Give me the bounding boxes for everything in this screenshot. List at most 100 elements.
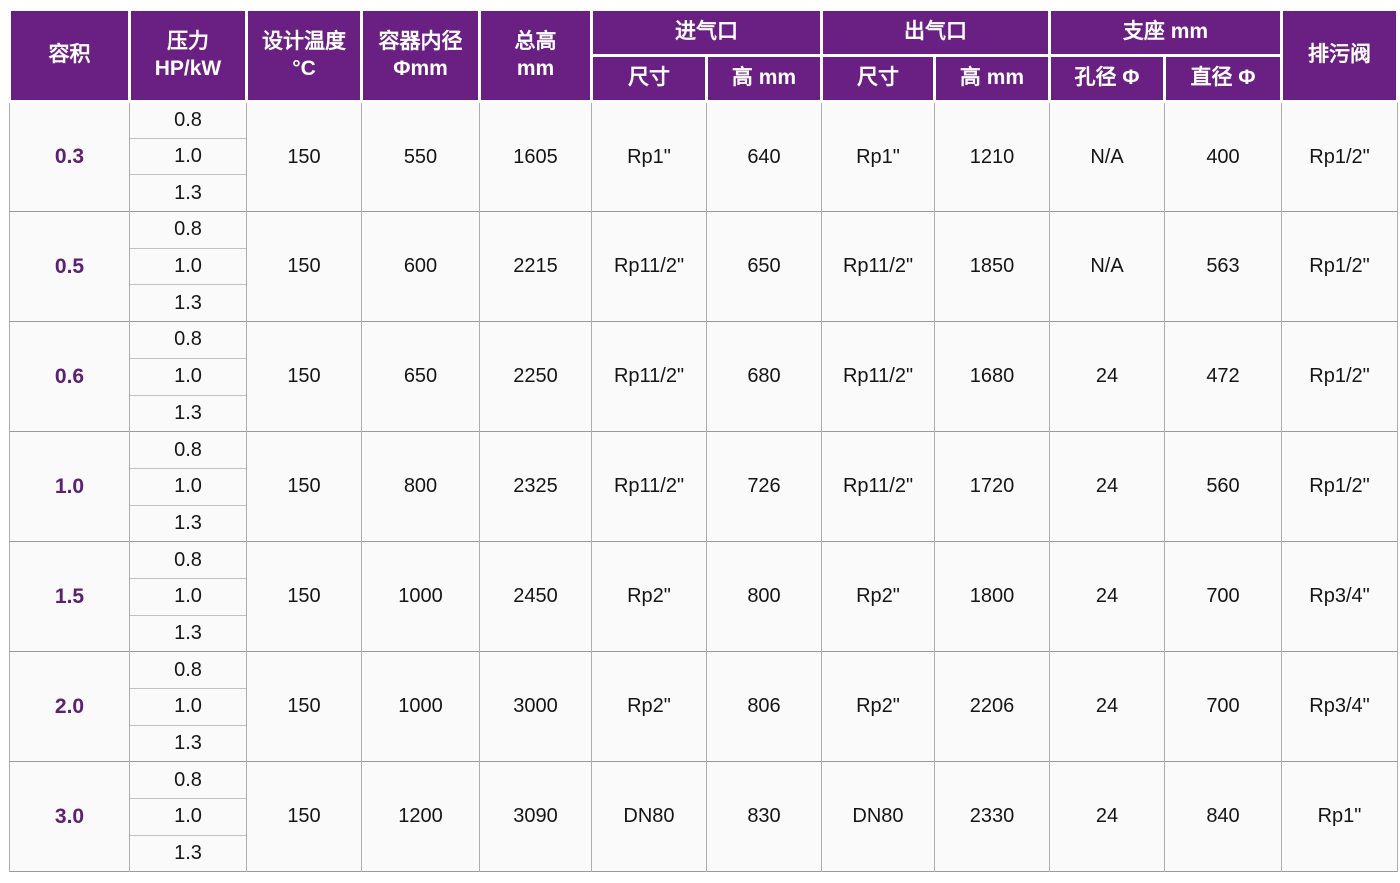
table-subrow: 1.3 [10, 614, 1398, 652]
support-hole-cell: 24 [1049, 651, 1165, 762]
inner-diameter-cell: 1000 [361, 541, 480, 652]
support-diameter-cell: 700 [1164, 541, 1282, 652]
total-height-cell: 2325 [479, 431, 592, 542]
pressure-cell: 0.8 [129, 431, 247, 469]
table-row: 3.0 0.8 150 1200 3090 DN80 830 DN80 2330… [9, 761, 1398, 872]
support-hole-cell: 24 [1049, 431, 1165, 542]
drain-valve-cell: Rp1/2" [1281, 431, 1398, 542]
inlet-size-cell: Rp2" [591, 651, 707, 762]
support-diameter-cell: 472 [1164, 321, 1282, 432]
total-height-cell: 3090 [479, 761, 592, 872]
pressure-cell: 1.3 [129, 504, 247, 542]
header-drain-valve: 排污阀 [1280, 8, 1399, 103]
header-inlet-size: 尺寸 [590, 54, 708, 103]
design-temp-cell: 150 [246, 100, 362, 212]
pressure-cell: 0.8 [129, 651, 247, 689]
drain-valve-cell: Rp1/2" [1281, 211, 1398, 322]
inlet-size-cell: Rp1" [591, 100, 707, 212]
pressure-cell: 1.3 [129, 394, 247, 432]
pressure-cell: 1.0 [129, 247, 247, 285]
header-inner-diameter: 容器内径 Φmm [360, 8, 481, 103]
pressure-cell: 0.8 [129, 321, 247, 359]
pressure-cell: 1.3 [129, 834, 247, 872]
pressure-cell: 0.8 [129, 211, 247, 249]
table-row: 2.0 0.8 150 1000 3000 Rp2" 806 Rp2" 2206… [9, 651, 1398, 762]
outlet-size-cell: DN80 [821, 761, 935, 872]
pressure-cell: 1.3 [129, 174, 247, 212]
inlet-height-cell: 726 [706, 431, 822, 542]
drain-valve-cell: Rp3/4" [1281, 651, 1398, 762]
header-volume: 容积 [8, 8, 131, 103]
pressure-cell: 1.3 [129, 284, 247, 322]
header-support-group: 支座 mm [1048, 8, 1283, 57]
inlet-size-cell: Rp11/2" [591, 431, 707, 542]
table-subrow: 1.0 [10, 467, 1398, 506]
total-height-cell: 2215 [479, 211, 592, 322]
table-subrow: 1.0 [10, 688, 1398, 726]
total-height-cell: 2250 [479, 321, 592, 432]
volume-cell: 1.0 [9, 431, 130, 542]
table-subrow: 1.3 [10, 724, 1398, 762]
header-design-temp: 设计温度 °C [245, 8, 363, 103]
volume-cell: 1.5 [9, 541, 130, 652]
table-row: 0.3 0.8 150 550 1605 Rp1" 640 Rp1" 1210 … [9, 100, 1398, 212]
inlet-height-cell: 650 [706, 211, 822, 322]
pressure-cell: 1.3 [129, 614, 247, 652]
inlet-size-cell: Rp11/2" [591, 211, 707, 322]
total-height-cell: 2450 [479, 541, 592, 652]
support-diameter-cell: 700 [1164, 651, 1282, 762]
table-header: 容积 压力 HP/kW 设计温度 °C 容器内径 Φmm 总高 mm [8, 8, 1399, 103]
table-subrow: 1.0 [10, 137, 1398, 175]
outlet-size-cell: Rp11/2" [821, 321, 935, 432]
pressure-cell: 1.0 [129, 137, 247, 175]
drain-valve-cell: Rp1/2" [1281, 100, 1398, 212]
drain-valve-cell: Rp1" [1281, 761, 1398, 872]
outlet-size-cell: Rp2" [821, 651, 935, 762]
pressure-cell: 1.3 [129, 724, 247, 762]
inner-diameter-cell: 1000 [361, 651, 480, 762]
design-temp-cell: 150 [246, 431, 362, 542]
header-pressure-line2: HP/kW [154, 56, 222, 80]
pressure-cell: 1.0 [129, 688, 247, 726]
design-temp-cell: 150 [246, 761, 362, 872]
total-height-cell: 1605 [479, 100, 592, 212]
header-row-subs: 尺寸 高 mm 尺寸 高 mm 孔径 Φ 直径 Φ [10, 54, 1398, 103]
pressure-cell: 1.0 [129, 467, 247, 506]
support-hole-cell: 24 [1049, 321, 1165, 432]
table-subrow: 1.3 [10, 834, 1398, 872]
inner-diameter-cell: 600 [361, 211, 480, 322]
pressure-cell: 0.8 [129, 101, 247, 139]
volume-cell: 0.5 [9, 211, 130, 322]
design-temp-cell: 150 [246, 651, 362, 762]
inner-diameter-cell: 800 [361, 431, 480, 542]
support-hole-cell: N/A [1049, 100, 1165, 212]
support-hole-cell: 24 [1049, 761, 1165, 872]
drain-valve-cell: Rp3/4" [1281, 541, 1398, 652]
support-hole-cell: N/A [1049, 211, 1165, 322]
inlet-size-cell: DN80 [591, 761, 707, 872]
support-diameter-cell: 563 [1164, 211, 1282, 322]
support-diameter-cell: 840 [1164, 761, 1282, 872]
header-outlet-height: 高 mm [933, 54, 1051, 103]
outlet-height-cell: 1850 [934, 211, 1050, 322]
inner-diameter-cell: 650 [361, 321, 480, 432]
spec-table: 容积 压力 HP/kW 设计温度 °C 容器内径 Φmm 总高 mm [8, 8, 1399, 873]
inlet-size-cell: Rp2" [591, 541, 707, 652]
table-subrow: 1.0 [10, 247, 1398, 285]
header-inner-diameter-line1: 容器内径 [378, 30, 463, 54]
inlet-height-cell: 680 [706, 321, 822, 432]
outlet-height-cell: 1720 [934, 431, 1050, 542]
header-inlet-height: 高 mm [705, 54, 823, 103]
outlet-height-cell: 1680 [934, 321, 1050, 432]
table-subrow: 1.3 [10, 174, 1398, 212]
inner-diameter-cell: 550 [361, 100, 480, 212]
table-row: 1.5 0.8 150 1000 2450 Rp2" 800 Rp2" 1800… [9, 541, 1398, 652]
outlet-size-cell: Rp11/2" [821, 211, 935, 322]
drain-valve-cell: Rp1/2" [1281, 321, 1398, 432]
header-outlet-size: 尺寸 [820, 54, 936, 103]
header-support-diameter: 直径 Φ [1163, 54, 1283, 103]
header-inlet-group: 进气口 [590, 8, 823, 57]
total-height-cell: 3000 [479, 651, 592, 762]
table-subrow: 1.0 [10, 798, 1398, 836]
